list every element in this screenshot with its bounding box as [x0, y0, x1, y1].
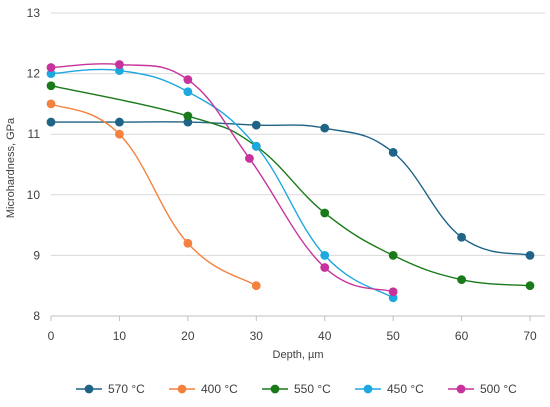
y-tick-label: 10 — [27, 188, 41, 202]
series-line — [50, 63, 394, 293]
legend-label: 400 °C — [201, 382, 238, 396]
data-point — [46, 117, 56, 127]
data-point — [251, 120, 261, 130]
data-point — [115, 60, 124, 69]
data-point — [388, 293, 398, 303]
x-axis-title: Depth, µm — [273, 349, 324, 361]
gridlines — [51, 12, 545, 317]
y-tick-label: 8 — [33, 309, 40, 323]
data-point — [320, 263, 330, 272]
data-point — [115, 129, 124, 139]
data-point — [115, 117, 124, 127]
y-axis-ticks: 8 9 10 11 12 13 — [27, 6, 41, 323]
data-point — [46, 99, 56, 109]
data-point — [251, 281, 261, 291]
data-point — [46, 81, 56, 91]
data-point — [320, 123, 330, 133]
data-point — [251, 141, 261, 151]
y-tick-label: 12 — [27, 67, 41, 81]
data-point — [183, 238, 193, 248]
legend-label: 450 °C — [387, 382, 424, 396]
data-point — [183, 111, 193, 121]
y-tick-label: 13 — [27, 6, 41, 20]
data-point — [183, 87, 193, 97]
data-point — [183, 117, 193, 127]
data-point — [46, 69, 56, 78]
data-point — [245, 154, 254, 163]
legend-marker — [363, 384, 373, 394]
x-tick-label: 40 — [318, 329, 332, 343]
series-line — [50, 103, 257, 287]
legend-marker — [84, 384, 94, 394]
x-tick-label: 70 — [523, 329, 537, 343]
data-point — [388, 251, 398, 260]
series-points — [46, 60, 535, 303]
data-point — [525, 251, 535, 260]
series-line — [51, 121, 531, 257]
y-tick-label: 9 — [33, 248, 40, 262]
series-lines — [50, 63, 531, 299]
legend: 570 °C 400 °C 550 °C 450 °C 500 °C — [76, 382, 517, 396]
series-line — [50, 68, 394, 299]
data-point — [183, 75, 193, 85]
data-point — [457, 232, 466, 242]
data-point — [457, 275, 466, 285]
x-tick-label: 50 — [386, 329, 400, 343]
x-tick-label: 20 — [181, 329, 195, 343]
legend-marker — [177, 384, 187, 394]
data-point — [320, 208, 330, 218]
x-tick-label: 0 — [48, 329, 55, 343]
data-point — [525, 281, 535, 291]
y-axis-title: Microhardness, GPa — [5, 117, 17, 218]
data-point — [115, 66, 124, 75]
legend-label: 500 °C — [480, 382, 517, 396]
x-tick-label: 10 — [113, 329, 127, 343]
data-point — [320, 251, 330, 260]
data-point — [388, 287, 398, 297]
legend-marker — [456, 384, 466, 394]
legend-label: 570 °C — [108, 382, 145, 396]
x-axis-ticks: 0 10 20 30 40 50 60 70 — [48, 315, 545, 343]
legend-marker — [270, 384, 280, 394]
legend-label: 550 °C — [294, 382, 331, 396]
x-tick-label: 60 — [455, 329, 469, 343]
data-point — [388, 147, 398, 157]
y-tick-label: 11 — [28, 127, 41, 141]
data-point — [46, 63, 56, 72]
x-tick-label: 30 — [250, 329, 264, 343]
